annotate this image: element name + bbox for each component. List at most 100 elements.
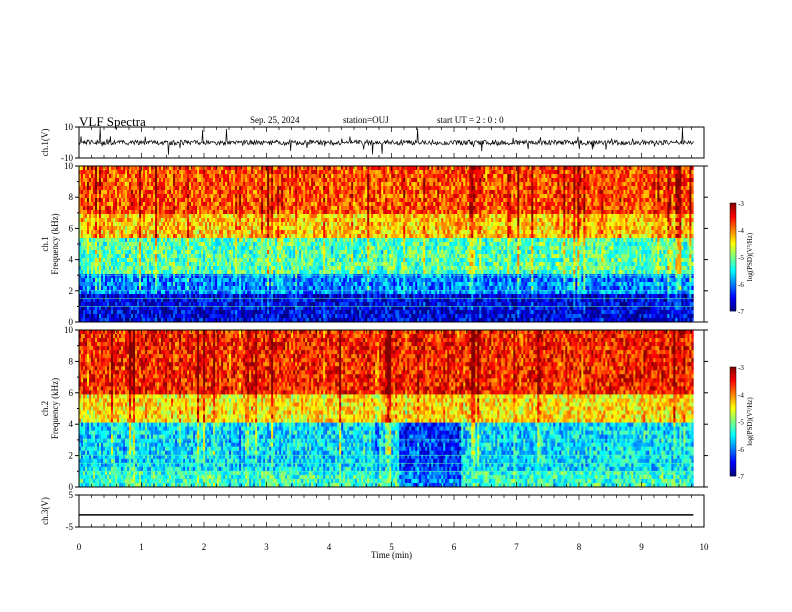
- spectrogram-cell: [217, 218, 220, 223]
- spectrogram-cell: [151, 166, 154, 171]
- spectrogram-cell: [231, 186, 234, 191]
- spectrogram-cell: [503, 178, 506, 183]
- spectrogram-cell: [165, 226, 168, 231]
- spectrogram-cell: [683, 174, 686, 179]
- spectrogram-cell: [127, 230, 130, 235]
- spectrogram-cell: [143, 202, 146, 207]
- spectrogram-cell: [685, 190, 688, 195]
- spectrogram-cell: [81, 210, 84, 215]
- spectrogram-cell: [389, 182, 392, 187]
- spectrogram-cell: [413, 170, 416, 175]
- spectrogram-cell: [337, 166, 340, 171]
- spectrogram-cell: [331, 210, 334, 215]
- spectrogram-cell: [547, 166, 550, 171]
- spectrogram-cell: [107, 186, 110, 191]
- spectrogram-cell: [259, 182, 262, 187]
- spectrogram-cell: [307, 178, 310, 183]
- spectrogram-cell: [431, 178, 434, 183]
- spectrogram-cell: [565, 202, 568, 207]
- spectrogram-cell: [411, 222, 414, 227]
- spectrogram-cell: [93, 170, 96, 175]
- spectrogram-cell: [649, 198, 652, 203]
- spectrogram-cell: [601, 202, 604, 207]
- spectrogram-cell: [241, 214, 244, 219]
- spectrogram-cell: [187, 226, 190, 231]
- spectrogram-cell: [609, 206, 612, 211]
- spectrogram-cell: [185, 174, 188, 179]
- spectrogram-cell: [113, 166, 116, 171]
- spectrogram-cell: [605, 222, 608, 227]
- spectrogram-cell: [423, 222, 426, 227]
- spectrogram-cell: [239, 166, 242, 171]
- spectrogram-cell: [229, 210, 232, 215]
- spectrogram-cell: [501, 202, 504, 207]
- spectrogram-cell: [341, 174, 344, 179]
- spectrogram-cell: [597, 194, 600, 199]
- spectrogram-cell: [415, 226, 418, 231]
- spectrogram-cell: [491, 178, 494, 183]
- spectrogram-cell: [437, 206, 440, 211]
- spectrogram-cell: [391, 170, 394, 175]
- spectrogram-cell: [589, 222, 592, 227]
- spectrogram-cell: [91, 170, 94, 175]
- spectrogram-cell: [127, 190, 130, 195]
- spectrogram-cell: [341, 214, 344, 219]
- spectrogram-cell: [579, 198, 582, 203]
- spectrogram-cell: [495, 214, 498, 219]
- spectrogram-cell: [593, 210, 596, 215]
- spectrogram-cell: [107, 222, 110, 227]
- spectrogram-cell: [401, 210, 404, 215]
- spectrogram-cell: [375, 190, 378, 195]
- spectrogram-cell: [685, 210, 688, 215]
- spectrogram-cell: [643, 186, 646, 191]
- spectrogram-cell: [587, 198, 590, 203]
- spectrogram-cell: [229, 206, 232, 211]
- spectrogram-cell: [543, 178, 546, 183]
- spectrogram-cell: [117, 186, 120, 191]
- spectrogram-cell: [407, 218, 410, 223]
- spectrogram-cell: [189, 226, 192, 231]
- spectrogram-cell: [281, 202, 284, 207]
- spectrogram-cell: [623, 166, 626, 171]
- spectrogram-cell: [579, 222, 582, 227]
- spectrogram-cell: [455, 190, 458, 195]
- spectrogram-cell: [311, 182, 314, 187]
- spectrogram-cell: [97, 206, 100, 211]
- spectrogram-cell: [567, 182, 570, 187]
- spectrogram-cell: [185, 186, 188, 191]
- spectrogram-cell: [473, 214, 476, 219]
- spectrogram-cell: [625, 198, 628, 203]
- spectrogram-cell: [87, 202, 90, 207]
- spectrogram-cell: [619, 174, 622, 179]
- spectrogram-cell: [449, 194, 452, 199]
- spectrogram-cell: [525, 210, 528, 215]
- spectrogram-cell: [357, 218, 360, 223]
- spectrogram-cell: [615, 206, 618, 211]
- spectrogram-cell: [369, 226, 372, 231]
- spectrogram-cell: [653, 194, 656, 199]
- spectrogram-cell: [221, 174, 224, 179]
- spectrogram-cell: [101, 210, 104, 215]
- spectrogram-cell: [353, 210, 356, 215]
- spectrogram-cell: [301, 182, 304, 187]
- spectrogram-cell: [97, 174, 100, 179]
- spectrogram-cell: [551, 198, 554, 203]
- spectrogram-cell: [211, 194, 214, 199]
- spectrogram-cell: [575, 194, 578, 199]
- spectrogram-cell: [191, 170, 194, 175]
- spectrogram-cell: [221, 206, 224, 211]
- spectrogram-cell: [639, 214, 642, 219]
- spectrogram-cell: [303, 214, 306, 219]
- spectrogram-cell: [349, 218, 352, 223]
- spectrogram-cell: [79, 166, 82, 171]
- spectrogram-cell: [171, 206, 174, 211]
- spectrogram-cell: [105, 202, 108, 207]
- spectrogram-cell: [253, 210, 256, 215]
- spectrogram-cell: [687, 174, 690, 179]
- spectrogram-cell: [217, 230, 220, 235]
- spectrogram-cell: [395, 190, 398, 195]
- spectrogram-cell: [287, 190, 290, 195]
- spectrogram-cell: [443, 194, 446, 199]
- spectrogram-cell: [475, 170, 478, 175]
- spectrogram-cell: [125, 178, 128, 183]
